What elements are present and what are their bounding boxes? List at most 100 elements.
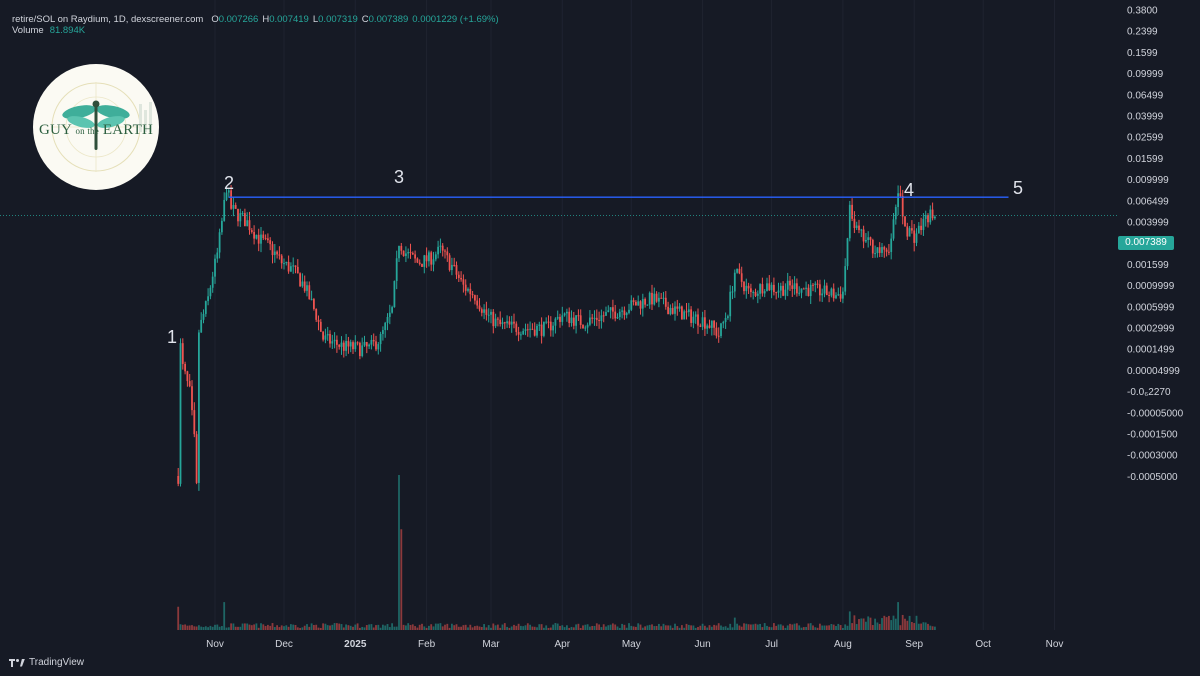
candle-body (529, 328, 531, 330)
volume-bar (885, 617, 888, 630)
wave-label-1: 1 (167, 327, 177, 347)
candle-body (225, 192, 228, 200)
volume-bar (437, 623, 439, 630)
candle-body (322, 331, 324, 340)
candle-body (262, 234, 265, 239)
volume-bar (303, 625, 306, 630)
candle-body (377, 344, 380, 350)
volume-bar (830, 623, 833, 630)
volume-bar (888, 615, 890, 630)
tradingview-icon (9, 658, 25, 667)
candle-body (444, 250, 446, 252)
candle-body (798, 292, 801, 294)
low-label: L (312, 14, 319, 25)
candle-body (200, 319, 203, 333)
candle-body (223, 199, 226, 221)
candle-body (683, 311, 686, 320)
volume-bar (301, 627, 304, 630)
volume-bar (625, 627, 628, 630)
candle-body (676, 306, 679, 309)
volume-bar (842, 627, 844, 630)
candle-body (917, 225, 920, 234)
candle-body (391, 307, 393, 313)
volume-bar (814, 627, 817, 630)
candle-body (618, 311, 621, 318)
candle-body (290, 266, 292, 272)
candle-body (791, 285, 794, 289)
volume-bar (593, 625, 596, 630)
volume-bar (179, 624, 182, 630)
wave-label-3: 3 (394, 167, 404, 187)
candle-body (405, 253, 407, 257)
candle-body (681, 306, 683, 320)
volume-bar (441, 626, 444, 630)
candle-body (729, 291, 732, 317)
volume-bar (623, 624, 626, 630)
candle-body (825, 285, 828, 295)
volume-bar (759, 623, 761, 630)
volume-bar (349, 625, 352, 630)
wave-label-2: 2 (224, 173, 234, 193)
volume-bar (508, 627, 511, 630)
candle-body (867, 237, 870, 241)
volume-bar (561, 625, 564, 630)
volume-bar (296, 627, 299, 630)
candle-body (612, 307, 614, 312)
volume-bar (536, 627, 538, 630)
candle-body (566, 311, 568, 314)
volume-bar (825, 625, 828, 630)
y-tick-label: -0.0001500 (1127, 430, 1178, 441)
candle-body (759, 284, 761, 294)
candle-body (186, 371, 189, 382)
volume-bar (342, 627, 345, 630)
y-tick-label: 0.06499 (1127, 90, 1164, 101)
volume-bar (340, 624, 343, 630)
volume-bar (494, 625, 497, 630)
volume-bar (605, 626, 607, 630)
candle-body (584, 327, 587, 329)
volume-bar (543, 627, 545, 630)
candle-body (614, 311, 617, 319)
wave-label-5: 5 (1013, 178, 1023, 198)
volume-bar (382, 624, 384, 630)
volume-bar (278, 627, 281, 630)
candle-body (775, 292, 778, 294)
candle-body (324, 335, 327, 340)
candle-body (379, 333, 382, 345)
volume-bar (377, 624, 380, 630)
candle-body (655, 293, 658, 302)
volume-bar (319, 627, 322, 630)
candle-body (345, 340, 347, 351)
volume-bar (414, 626, 416, 630)
candle-body (731, 291, 734, 293)
candle-body (699, 325, 702, 327)
volume-bar (398, 475, 400, 630)
candle-body (448, 255, 451, 271)
volume-bar (547, 627, 550, 630)
y-tick-label: 0.1599 (1127, 48, 1158, 59)
volume-bar (704, 625, 706, 630)
volume-bar (612, 623, 614, 630)
volume-bar (400, 529, 403, 630)
x-axis: Nov Dec 2025 Feb Mar Apr May Jun Jul Aug Sep Oct Nov (206, 639, 1063, 650)
volume-bar (529, 624, 531, 630)
candle-body (179, 343, 182, 484)
candle-body (356, 342, 359, 344)
tradingview-brand[interactable]: TradingView (9, 657, 84, 668)
volume-bar (232, 623, 235, 630)
volume-bar (874, 618, 876, 630)
volume-bar (913, 623, 916, 630)
x-tick-label: May (622, 639, 641, 650)
volume-bar (671, 627, 674, 630)
volume-bar (727, 627, 729, 630)
candle-body (862, 229, 865, 242)
candle-body (244, 213, 246, 227)
volume-bar (570, 626, 573, 630)
volume-bar (837, 623, 840, 630)
candle-body (497, 318, 499, 320)
candle-body (480, 309, 483, 313)
x-tick-label: Jun (695, 639, 711, 650)
volume-bar (280, 625, 283, 630)
candle-body (363, 342, 366, 346)
